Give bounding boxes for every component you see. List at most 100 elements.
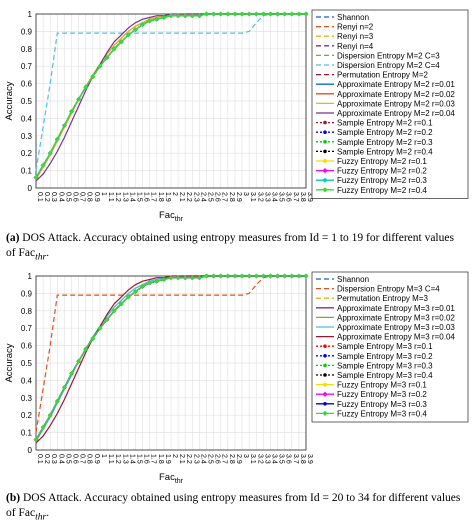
x-tick-label: 2.1 (178, 192, 185, 202)
x-tick-label: 3.6 (285, 454, 292, 464)
x-tick-label: 0.4 (57, 454, 64, 464)
x-tick-label: 0.7 (79, 454, 86, 464)
data-point (125, 32, 131, 38)
x-tick-label: 3.9 (306, 192, 313, 202)
caption-b-text: DOS Attack. Accuracy obtained using entr… (6, 492, 461, 519)
data-point (76, 96, 82, 102)
data-point (303, 11, 309, 17)
data-point (154, 278, 160, 284)
x-tick-label: 3.7 (292, 192, 299, 202)
legend-label: Shannon (337, 275, 369, 284)
x-tick-label: 0.8 (86, 454, 93, 464)
data-point (197, 275, 202, 281)
x-tick-label: 2.4 (199, 454, 206, 464)
x-tick-label: 1 (100, 454, 107, 458)
x-tick-label: 2.4 (199, 192, 206, 202)
caption-b: (b) DOS Attack. Accuracy obtained using … (6, 491, 466, 524)
data-point (140, 22, 145, 27)
x-tick-label: 0.8 (86, 192, 93, 202)
legend-marker (322, 177, 328, 183)
x-tick-label: 3.9 (306, 454, 313, 464)
x-tick-label: 1.2 (114, 454, 121, 464)
y-tick-label: 0.3 (21, 394, 33, 403)
data-point (111, 46, 117, 52)
data-point (239, 273, 245, 279)
y-tick-label: 0.4 (21, 376, 33, 385)
x-tick-label: 3.2 (256, 454, 263, 464)
x-tick-label: 3.1 (249, 454, 256, 464)
x-tick-label: 0.1 (36, 192, 43, 202)
legend-label: Fuzzy Entropy M=3 r=0.2 (337, 390, 427, 399)
y-tick-label: 0.5 (21, 359, 33, 368)
data-point (289, 273, 295, 279)
legend-label: Approximate Entropy M=3 r=0.02 (337, 313, 455, 322)
legend-label: Fuzzy Entropy M=2 r=0.2 (337, 167, 427, 176)
legend-box (311, 9, 469, 199)
legend-label: Dispersion Entropy M=3 C=4 (337, 285, 440, 294)
legend-label: Fuzzy Entropy M=2 r=0.1 (337, 157, 427, 166)
data-point (147, 280, 153, 286)
data-point (90, 336, 96, 342)
data-point (282, 11, 288, 17)
x-tick-label: 3 (242, 454, 249, 458)
x-tick-label: 2.5 (207, 454, 214, 464)
legend-marker (323, 363, 327, 368)
legend-marker (323, 344, 327, 348)
x-tick-label: 0.9 (93, 454, 100, 464)
legend-label: Sample Entropy M=3 r=0.4 (337, 371, 433, 380)
x-tick-label: 0.3 (50, 454, 57, 464)
x-tick-label: 3.8 (299, 454, 306, 464)
data-point (289, 11, 295, 17)
data-point (189, 13, 195, 19)
x-tick-label: 2.3 (192, 192, 199, 202)
data-point (33, 437, 39, 442)
x-tick-label: 2.3 (192, 454, 199, 464)
y-tick-label: 0.6 (21, 80, 33, 89)
x-tick-label: 2.8 (228, 454, 235, 464)
data-point (282, 273, 288, 279)
x-tick-label: 1.7 (150, 192, 157, 202)
x-tick-label: 0.2 (43, 192, 50, 202)
y-tick-label: 0.2 (21, 149, 33, 158)
data-point (54, 398, 60, 404)
data-point (296, 273, 302, 279)
x-tick-label: 2.8 (228, 192, 235, 202)
data-point (275, 11, 280, 17)
x-tick-label: 3.8 (299, 192, 306, 202)
chart-a: 00.10.20.30.40.50.60.70.80.910.1 0.2 0.3 0.… (4, 9, 469, 223)
data-point (76, 358, 82, 364)
caption-a-text: DOS Attack. Accuracy obtained using entr… (6, 232, 454, 259)
x-tick-label: 0.9 (93, 192, 100, 202)
x-tick-label: 3.7 (292, 454, 299, 464)
legend-label: Fuzzy Entropy M=3 r=0.4 (337, 409, 427, 418)
legend-label: Dispersion Entropy M=2 C=3 (337, 51, 440, 60)
data-point (189, 275, 195, 281)
data-point (62, 384, 67, 390)
y-tick-label: 1 (28, 10, 33, 19)
data-point (260, 11, 266, 17)
caption-a-end: . (46, 247, 50, 259)
x-tick-label: 1.9 (164, 192, 171, 202)
data-point (232, 11, 238, 17)
legend-label: Renyi n=2 (337, 23, 374, 32)
x-tick-label: 0.2 (43, 454, 50, 464)
x-tick-label: 1.9 (164, 454, 171, 464)
x-tick-label: 1.6 (143, 454, 150, 464)
legend-label: Renyi n=3 (337, 32, 374, 41)
legend-label: Approximate Entropy M=3 r=0.04 (337, 333, 455, 342)
y-tick-label: 0.3 (21, 132, 33, 141)
x-tick-label: 1.8 (157, 192, 164, 202)
data-point (232, 273, 238, 279)
x-tick-label: 0.4 (57, 192, 64, 202)
data-point (111, 308, 117, 314)
x-tick-label: 3.3 (263, 192, 270, 202)
data-point (154, 16, 160, 22)
data-point (83, 84, 89, 90)
chart-panel-b: 0 0.1 0.2 0.3 0.4 0.5 0.6 0.7 0.8 0.9 1 0.1 0.2 0.3 0.… (0, 262, 474, 492)
y-tick-label: 0.7 (21, 324, 33, 333)
legend-marker (323, 120, 327, 125)
data-point (182, 275, 188, 281)
data-point (97, 63, 103, 69)
x-tick-label: 3.6 (285, 192, 292, 202)
data-point (97, 325, 103, 331)
